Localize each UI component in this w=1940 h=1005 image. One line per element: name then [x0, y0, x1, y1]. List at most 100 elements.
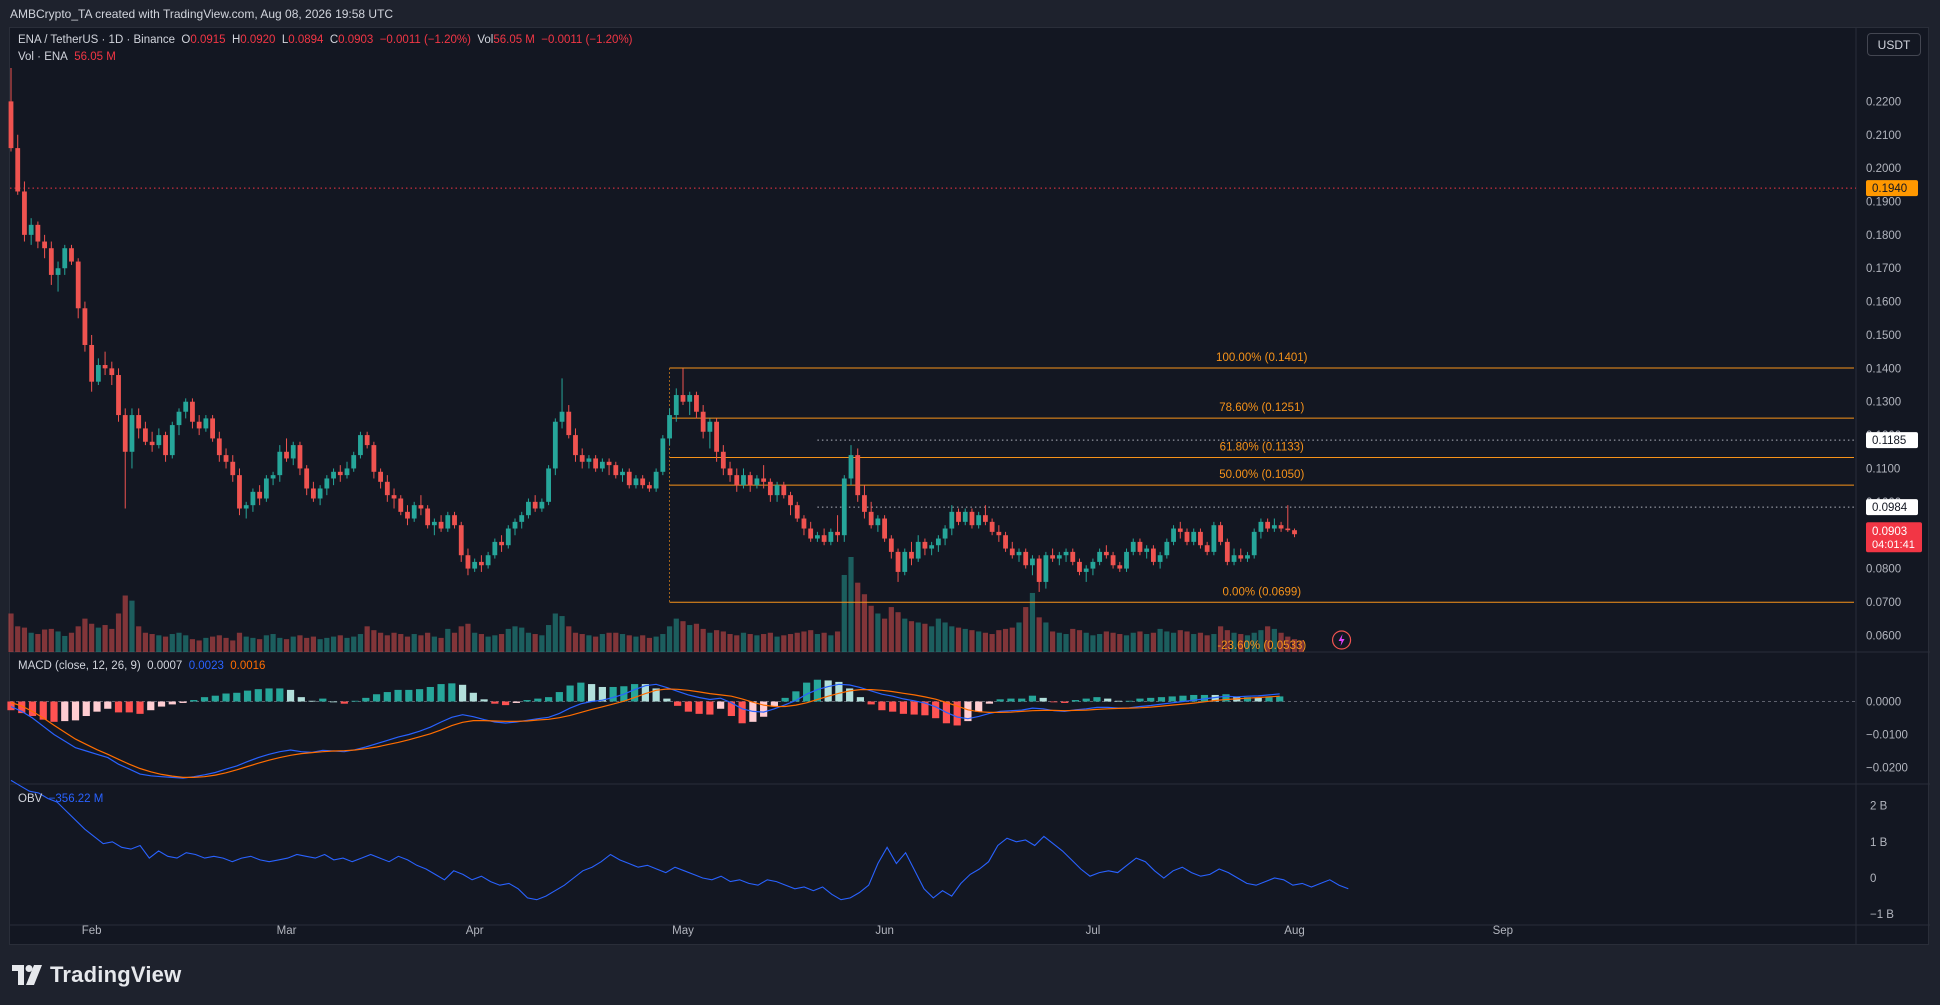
time-axis[interactable]: Feb Mar Apr May Jun Jul Aug Sep: [82, 925, 1513, 937]
candle-body: [42, 241, 47, 249]
candle-body: [956, 511, 961, 522]
macd-histogram-bar: [953, 701, 961, 726]
candle-body: [183, 401, 189, 412]
obv-legend-label[interactable]: OBV: [18, 793, 43, 805]
candle-body: [418, 505, 424, 509]
volume-bar: [391, 632, 397, 652]
macd-histogram-bar: [233, 692, 241, 702]
candle-body: [284, 451, 289, 459]
volume-bar: [1029, 592, 1036, 652]
volume-bar: [431, 636, 437, 652]
volume-legend-label: Vol · ENA: [18, 51, 68, 63]
macd-histogram-bar: [856, 697, 865, 702]
volume-bar: [1070, 628, 1076, 652]
volume-bar: [317, 639, 323, 652]
volume-bar: [821, 632, 827, 652]
candle-body: [384, 481, 390, 496]
macd-histogram-bar: [512, 701, 520, 703]
macd-histogram-bar: [28, 701, 37, 717]
volume-bar: [949, 626, 955, 652]
candle-body: [855, 455, 861, 496]
price-level-tag: [1866, 432, 1918, 449]
volume-bar: [35, 634, 41, 652]
volume-bar: [1291, 639, 1298, 652]
volume-bar: [1050, 631, 1056, 652]
macd-histogram-bar: [372, 694, 381, 702]
candle-body: [640, 478, 646, 486]
volume-bar: [633, 636, 639, 652]
volume-bar: [1218, 626, 1224, 652]
volume-bar: [250, 637, 256, 652]
macd-histogram-bar: [265, 688, 273, 702]
volume-bar: [1170, 632, 1177, 652]
macd-histogram-bar: [200, 697, 209, 702]
symbol-name[interactable]: ENA / TetherUS · 1D · Binance: [18, 34, 176, 46]
candle-body: [465, 555, 471, 569]
macd-histogram-bar: [448, 683, 456, 702]
volume-bar: [1090, 635, 1096, 652]
candle-body: [69, 248, 74, 262]
volume-bar: [498, 634, 505, 652]
volume-bar: [28, 632, 34, 652]
candle-body: [203, 418, 209, 429]
candle-body: [143, 428, 148, 442]
candle-body: [196, 421, 202, 429]
candle-body: [311, 488, 316, 499]
volume-bar: [613, 632, 619, 652]
candle-body: [358, 435, 363, 456]
macd-line-value: 0.0023: [188, 660, 224, 672]
candle-body: [1157, 555, 1163, 562]
macd-histogram-bar: [362, 697, 370, 702]
price-level-tag: [1866, 180, 1918, 197]
macd-histogram-bar: [663, 698, 671, 702]
macd-histogram-bar: [168, 701, 176, 705]
volume-bar: [42, 629, 48, 652]
candle-body: [694, 395, 699, 412]
volume-bar: [1009, 627, 1015, 652]
candle-body: [781, 485, 787, 496]
candle-body: [566, 411, 572, 436]
volume-bar: [465, 623, 471, 652]
high-label: H: [231, 34, 241, 46]
volume-bar: [310, 636, 316, 652]
candle-body: [606, 461, 612, 466]
volume-bar: [828, 635, 834, 652]
candle-body: [277, 451, 283, 476]
macd-histogram-bar: [760, 701, 768, 717]
fibonacci-retracement[interactable]: 100.00% (0.1401) 78.60% (0.1251) 61.80% (0…: [10, 187, 1856, 652]
macd-histogram-bar: [975, 701, 983, 712]
candle-body: [653, 471, 659, 489]
candle-body: [1151, 548, 1156, 562]
macd-histogram-bar: [1200, 694, 1209, 702]
candle-body: [774, 485, 780, 496]
volume-bar: [754, 635, 760, 652]
volume-bar: [505, 628, 511, 652]
macd-histogram-bar: [932, 701, 940, 719]
candle-body: [35, 224, 41, 242]
tradingview-logo[interactable]: TradingView: [12, 962, 181, 988]
volume-bar: [579, 634, 585, 652]
close-label: C: [329, 34, 339, 46]
time-tick-label: Apr: [466, 925, 484, 937]
candle-body: [1043, 555, 1049, 582]
macd-histogram-bar: [179, 701, 187, 703]
volume-bar: [485, 636, 491, 652]
price-tick-label: 0.1500: [1866, 330, 1901, 342]
currency-button[interactable]: USDT: [1867, 33, 1921, 56]
price-axis[interactable]: 0.2200 0.2100 0.2000 0.1900 0.1800 0.1700 0.16…: [1866, 96, 1922, 921]
macd-histogram-bar: [1179, 695, 1187, 702]
volume-bar: [458, 626, 464, 652]
price-tick-label: 0.1100: [1866, 463, 1900, 475]
candle-body: [479, 561, 484, 566]
open-label: O: [181, 34, 191, 46]
change-value-2: −0.0011 (−1.20%): [541, 34, 633, 46]
footer-bar: [0, 945, 1940, 1005]
candle-body: [559, 411, 565, 422]
volume-bar: [969, 630, 975, 652]
candle-body: [841, 478, 847, 536]
macd-legend-label[interactable]: MACD (close, 12, 26, 9): [18, 660, 141, 672]
volume-bar: [546, 625, 552, 652]
volume-bar: [384, 635, 390, 652]
candle-body: [714, 421, 719, 452]
